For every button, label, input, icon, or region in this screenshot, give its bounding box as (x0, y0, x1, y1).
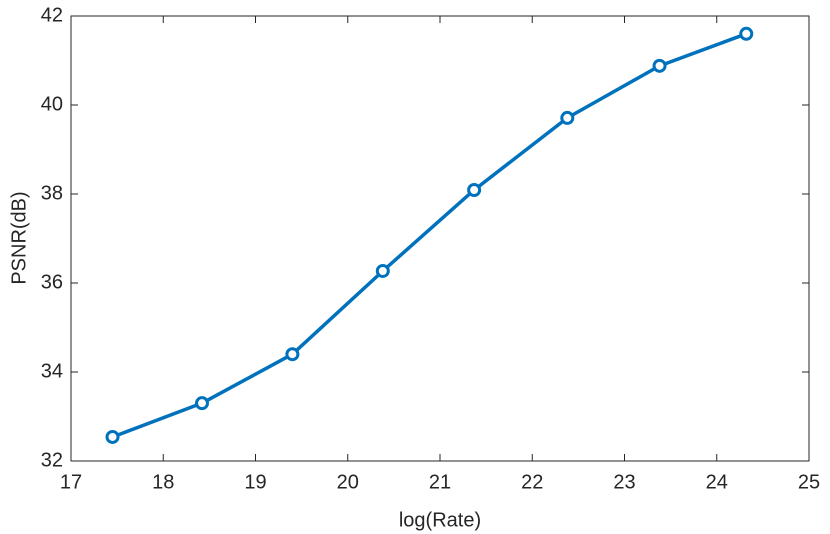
x-tick-label: 23 (613, 471, 635, 493)
axes-box (70, 15, 810, 462)
x-tick-label: 17 (60, 471, 82, 493)
marker (739, 26, 754, 41)
y-axis-label: PSNR(dB) (8, 191, 30, 284)
marker (652, 58, 667, 73)
y-tick-label: 32 (41, 449, 63, 471)
marker (467, 182, 482, 197)
y-tick-label: 42 (41, 4, 63, 26)
marker (375, 263, 390, 278)
x-tick-label: 19 (244, 471, 266, 493)
line (111, 32, 747, 439)
x-tick-label: 22 (521, 471, 543, 493)
x-tick-label: 25 (798, 471, 820, 493)
x-tick-label: 18 (152, 471, 174, 493)
x-tick-label: 24 (706, 471, 728, 493)
x-tick-label: 21 (429, 471, 451, 493)
marker (194, 396, 209, 411)
y-tick-label: 40 (41, 93, 63, 115)
marker (560, 110, 575, 125)
x-tick-label: 20 (337, 471, 359, 493)
marker (105, 429, 120, 444)
y-tick-label: 38 (41, 182, 63, 204)
y-tick-label: 36 (41, 271, 63, 293)
x-axis-label: log(Rate) (399, 509, 481, 531)
y-tick-label: 34 (41, 360, 63, 382)
marker (285, 347, 300, 362)
